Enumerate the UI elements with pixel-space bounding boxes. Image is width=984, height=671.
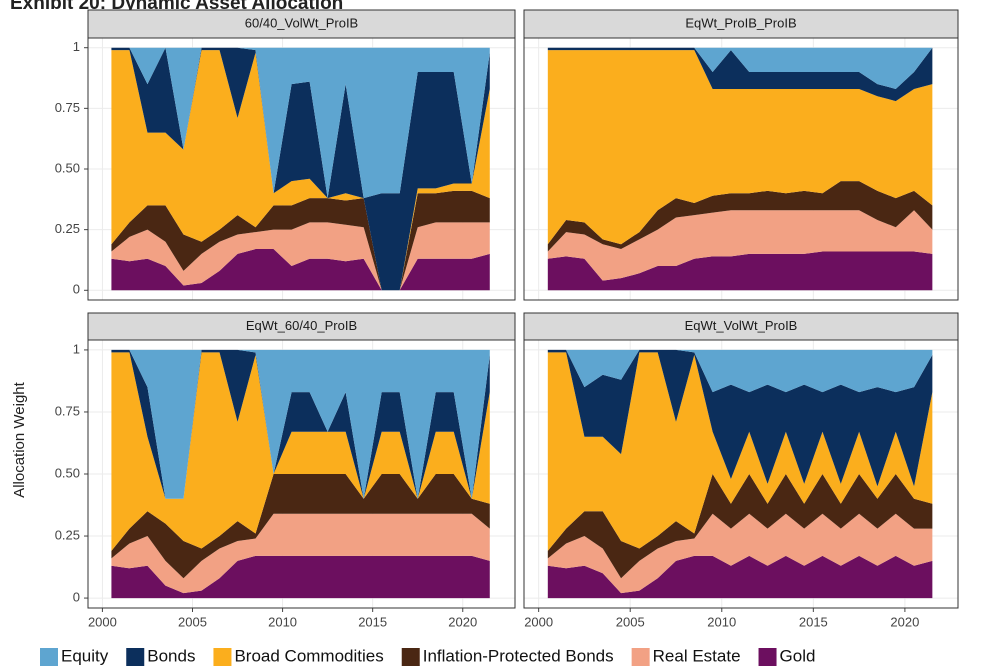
x-tick-label: 2005 xyxy=(616,614,645,629)
y-tick-label: 0.50 xyxy=(55,160,80,175)
strip-background xyxy=(87,312,516,341)
panel-title: EqWt_VolWt_ProIB xyxy=(685,318,798,333)
area-segment xyxy=(547,349,933,393)
legend-label: Inflation-Protected Bonds xyxy=(423,646,614,665)
area-segment xyxy=(111,349,490,499)
x-tick-label: 2020 xyxy=(448,614,477,629)
legend-label: Bonds xyxy=(147,646,195,665)
area-segment xyxy=(547,181,933,252)
area-segment xyxy=(111,352,490,551)
y-tick-label: 0 xyxy=(73,282,80,297)
strip-background xyxy=(523,9,959,39)
legend-label: Real Estate xyxy=(653,646,741,665)
y-tick-label: 0.75 xyxy=(55,403,80,418)
area-segment xyxy=(111,249,490,291)
area-segment xyxy=(547,352,933,551)
panel-border xyxy=(87,37,516,301)
legend-label: Gold xyxy=(780,646,816,665)
y-tick-label: 0.75 xyxy=(55,100,80,115)
panel-title: 60/40_VolWt_ProIB xyxy=(245,15,358,30)
x-tick-label: 2020 xyxy=(890,614,919,629)
legend-swatch xyxy=(40,648,58,666)
x-tick-label: 2005 xyxy=(178,614,207,629)
area-segment xyxy=(547,251,933,291)
legend-swatch xyxy=(213,648,232,666)
area-segment xyxy=(547,349,933,487)
legend-swatch xyxy=(758,648,777,666)
area-segment xyxy=(547,47,933,102)
panel-border xyxy=(523,37,959,301)
area-segment xyxy=(547,513,933,594)
legend-label: Equity xyxy=(61,646,109,665)
panel-title: EqWt_60/40_ProIB xyxy=(246,318,357,333)
legend-swatch xyxy=(401,648,420,666)
y-tick-label: 0.25 xyxy=(55,221,80,236)
y-axis-label: Allocation Weight xyxy=(11,381,28,497)
area-segment xyxy=(111,222,490,291)
area-segment xyxy=(111,50,490,291)
area-segment xyxy=(111,47,490,291)
area-segment xyxy=(111,555,490,599)
legend-label: Broad Commodities xyxy=(234,646,383,665)
y-tick-label: 0 xyxy=(73,590,80,605)
area-segment xyxy=(547,474,933,579)
x-tick-label: 2000 xyxy=(88,614,117,629)
area-segment xyxy=(111,190,490,291)
y-tick-label: 0.25 xyxy=(55,527,80,542)
area-segment xyxy=(111,474,490,579)
area-segment xyxy=(111,47,490,199)
strip-background xyxy=(523,312,959,341)
panel-border xyxy=(87,339,516,609)
area-segment xyxy=(547,210,933,281)
strip-background xyxy=(87,9,516,39)
y-tick-label: 1 xyxy=(73,39,80,54)
x-tick-label: 2000 xyxy=(524,614,553,629)
x-tick-label: 2015 xyxy=(799,614,828,629)
area-segment xyxy=(111,513,490,594)
y-tick-label: 1 xyxy=(73,341,80,356)
x-tick-label: 2010 xyxy=(707,614,736,629)
legend-swatch xyxy=(631,648,650,666)
area-segment xyxy=(547,555,933,599)
area-segment xyxy=(547,50,933,245)
area-segment xyxy=(547,47,933,89)
x-tick-label: 2015 xyxy=(358,614,387,629)
y-tick-label: 0.50 xyxy=(55,465,80,480)
legend-swatch xyxy=(126,648,145,666)
area-segment xyxy=(111,349,490,499)
panel-border xyxy=(523,339,959,609)
x-tick-label: 2010 xyxy=(268,614,297,629)
panel-title: EqWt_ProIB_ProIB xyxy=(685,15,796,30)
